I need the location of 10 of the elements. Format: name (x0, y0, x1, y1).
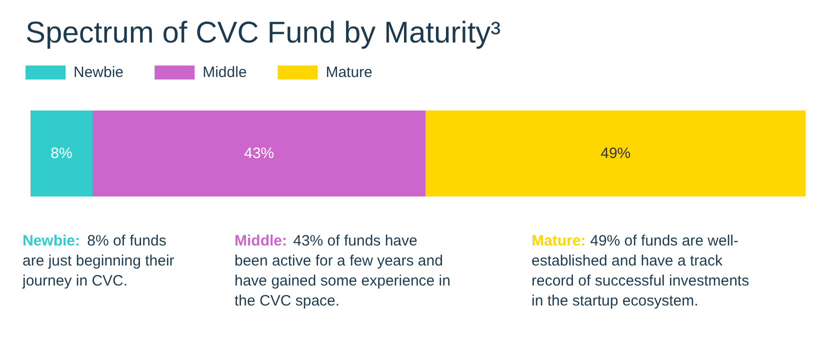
text: Newbie: 8% of funds are just beginning their journey in CVC. (22, 232, 174, 290)
legend-label: Mature (326, 64, 372, 81)
data-label: 8% (50, 145, 72, 162)
legend-label: Middle (202, 64, 247, 81)
data-label: 49% (600, 145, 631, 162)
data-label: 43% (244, 145, 274, 162)
legend-label: Newbie (74, 64, 124, 81)
chart-title: Spectrum of CVC Fund by Maturity³ (26, 16, 501, 50)
text: Middle: 43% of funds have been active for a few years and have gained some experience in the CVC space. (234, 232, 450, 310)
text: Mature: 49% of funds are well-established and have a track record of successful investments in the startup ecosystem. (532, 232, 750, 310)
